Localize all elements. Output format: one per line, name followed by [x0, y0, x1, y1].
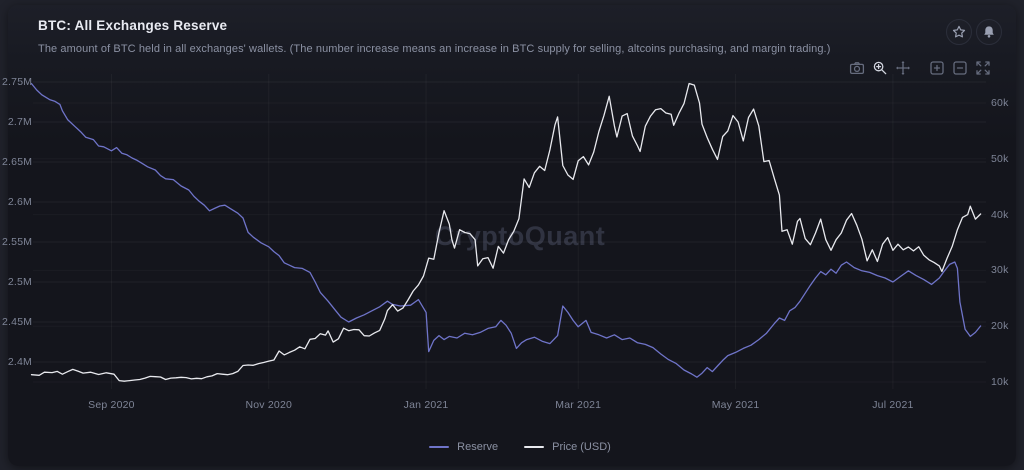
chart-plot-area[interactable] [44, 78, 994, 395]
zoom-out-icon [953, 61, 967, 75]
legend-label-reserve: Reserve [457, 441, 499, 453]
price-line-swatch [524, 446, 545, 448]
favorite-button[interactable] [946, 19, 972, 45]
zoom-icon [873, 61, 887, 75]
chart-description: The amount of BTC held in all exchanges'… [38, 43, 831, 55]
legend-item-reserve[interactable]: Reserve [429, 441, 498, 453]
legend-label-price: Price (USD) [552, 441, 611, 453]
bell-icon [984, 26, 994, 38]
zoom-in-icon [930, 61, 944, 75]
legend-item-price[interactable]: Price (USD) [524, 441, 611, 453]
zoom-tool-button[interactable] [871, 59, 889, 77]
camera-icon [849, 62, 865, 75]
pan-icon [895, 60, 911, 76]
reserve-line-swatch [429, 446, 450, 448]
star-icon [952, 25, 966, 38]
zoom-out-button[interactable] [951, 59, 969, 77]
header-actions [946, 19, 1002, 45]
chart-card: BTC: All Exchanges Reserve The amount of… [8, 5, 1016, 466]
page-title: BTC: All Exchanges Reserve [38, 18, 228, 33]
chart-toolbar [848, 59, 992, 77]
fullscreen-button[interactable] [974, 59, 992, 77]
zoom-in-button[interactable] [928, 59, 946, 77]
chart-legend: Reserve Price (USD) [8, 441, 1024, 453]
notification-button[interactable] [976, 19, 1002, 45]
pan-tool-button[interactable] [894, 59, 912, 77]
snapshot-button[interactable] [848, 59, 866, 77]
fullscreen-icon [976, 61, 990, 75]
